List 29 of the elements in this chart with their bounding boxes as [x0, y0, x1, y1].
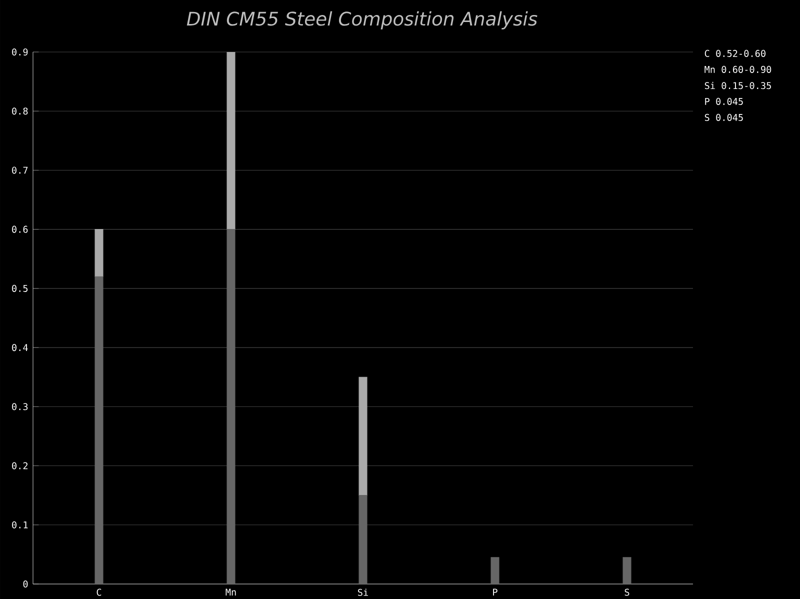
- y-tick-label: 0.3: [12, 403, 28, 410]
- text: C 0.52-0.60: [704, 50, 766, 57]
- bar: [226, 229, 236, 584]
- bar: [358, 495, 368, 584]
- text: Si 0.15-0.35: [704, 82, 771, 90]
- y-tick-label: 0.2: [12, 462, 28, 470]
- bar: [490, 557, 500, 584]
- text: Mn 0.60-0.90: [704, 66, 772, 73]
- text: P 0.045: [705, 98, 743, 105]
- x-tick-label: C: [96, 588, 102, 596]
- bar: [622, 557, 632, 584]
- bar: [358, 376, 368, 496]
- y-tick-label: 0: [23, 580, 28, 588]
- x-tick-label: S: [624, 588, 630, 596]
- y-tick-label: 0.8: [12, 108, 28, 115]
- chart-title: DIN CM55 Steel Composition Analysis: [186, 11, 538, 30]
- x-tick-label: Si: [358, 588, 368, 596]
- y-tick-label: 0.5: [12, 284, 28, 292]
- y-tick-label: 0.7: [12, 166, 28, 174]
- bar: [94, 229, 104, 277]
- text: S 0.045: [704, 114, 743, 121]
- y-tick-label: 0.9: [12, 48, 28, 56]
- x-tick-label: Mn: [226, 588, 236, 596]
- bar: [226, 52, 236, 230]
- y-tick-label: 0.1: [12, 521, 28, 528]
- y-tick-label: 0.4: [12, 344, 28, 352]
- bar: [94, 276, 104, 584]
- x-tick-label: P: [493, 588, 498, 596]
- y-tick-label: 0.6: [12, 226, 28, 233]
